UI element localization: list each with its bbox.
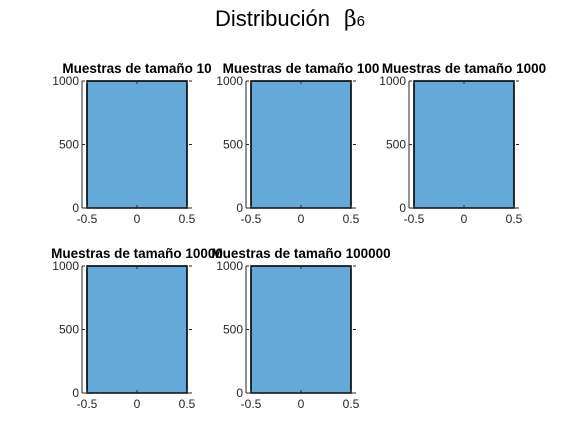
y-tick-label: 0 bbox=[72, 201, 79, 215]
x-tick-label: 0 bbox=[298, 397, 305, 411]
y-tick-label: 1000 bbox=[216, 74, 243, 88]
figure-title-text: Distribución bbox=[215, 6, 330, 31]
x-tick-label: 0 bbox=[134, 397, 141, 411]
x-tick-label: 0.5 bbox=[179, 397, 196, 411]
histogram-bar bbox=[250, 265, 352, 394]
figure-title-symbol: β bbox=[343, 7, 357, 32]
histogram-bar bbox=[86, 265, 188, 394]
y-tick-label: 500 bbox=[386, 138, 406, 152]
y-tick-label: 0 bbox=[399, 201, 406, 215]
y-tick-label: 0 bbox=[236, 201, 243, 215]
x-tick-label: 0 bbox=[298, 212, 305, 226]
y-tick-label: 500 bbox=[59, 323, 79, 337]
y-tick-label: 500 bbox=[59, 138, 79, 152]
subplot-title: Muestras de tamaño 100000 bbox=[211, 246, 390, 261]
x-tick-label: 0.5 bbox=[343, 212, 360, 226]
histogram-bar bbox=[250, 80, 352, 209]
subplot-title: Muestras de tamaño 10000 bbox=[51, 246, 223, 261]
histogram-bar bbox=[86, 80, 188, 209]
y-tick-label: 500 bbox=[223, 138, 243, 152]
x-tick-label: 0.5 bbox=[179, 212, 196, 226]
x-tick-label: -0.5 bbox=[77, 212, 98, 226]
x-tick-label: -0.5 bbox=[241, 397, 262, 411]
y-tick-label: 1000 bbox=[216, 259, 243, 273]
x-tick-label: -0.5 bbox=[404, 212, 425, 226]
subplot-title: Muestras de tamaño 100 bbox=[223, 61, 380, 76]
x-tick-label: -0.5 bbox=[77, 397, 98, 411]
subplot-title: Muestras de tamaño 10 bbox=[62, 61, 211, 76]
subplot-title: Muestras de tamaño 1000 bbox=[382, 61, 546, 76]
y-tick-label: 1000 bbox=[379, 74, 406, 88]
y-tick-label: 0 bbox=[236, 386, 243, 400]
figure-title-subscript: 6 bbox=[356, 13, 365, 30]
histogram-bar bbox=[413, 80, 515, 209]
x-tick-label: -0.5 bbox=[241, 212, 262, 226]
y-tick-label: 1000 bbox=[52, 259, 79, 273]
figure-title: Distribución β6 bbox=[0, 6, 580, 32]
y-tick-label: 0 bbox=[72, 386, 79, 400]
x-tick-label: 0 bbox=[461, 212, 468, 226]
y-tick-label: 1000 bbox=[52, 74, 79, 88]
y-tick-label: 500 bbox=[223, 323, 243, 337]
x-tick-label: 0.5 bbox=[506, 212, 523, 226]
x-tick-label: 0.5 bbox=[343, 397, 360, 411]
x-tick-label: 0 bbox=[134, 212, 141, 226]
